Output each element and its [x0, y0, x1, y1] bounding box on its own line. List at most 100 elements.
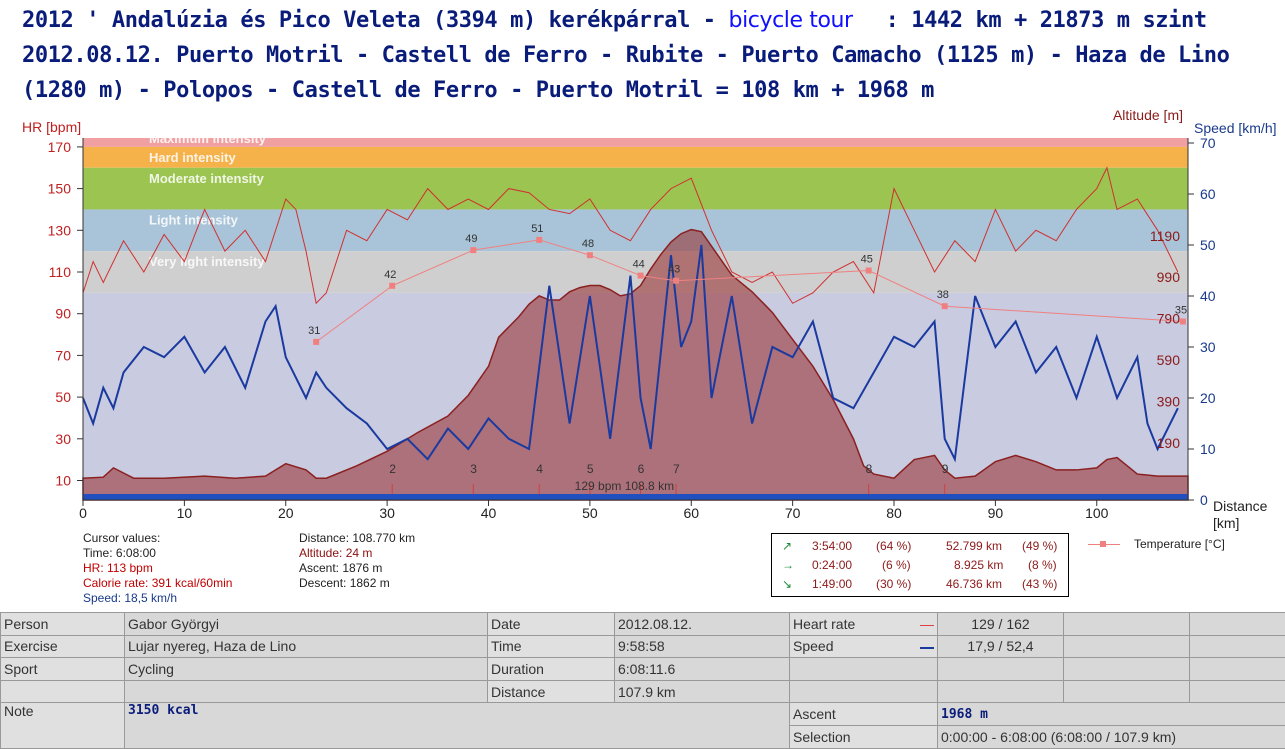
- ascent-value: 1968 m: [937, 702, 1285, 726]
- hr-tick-label: 30: [55, 431, 71, 447]
- hr-tick-label: 110: [49, 264, 72, 280]
- speed-tick-label: 30: [1200, 339, 1216, 355]
- summary-label: 129 bpm 108.8 km: [575, 479, 674, 493]
- hr-tick-label: 130: [48, 222, 72, 238]
- temperature-label: 43: [668, 264, 680, 276]
- selection-label: Selection: [789, 724, 938, 749]
- temperature-point: [470, 247, 477, 254]
- cursor-hr: HR: 113 bpm: [83, 561, 153, 575]
- cursor-time: Time: 6:08:00: [83, 546, 156, 560]
- exercise-label: Exercise: [0, 634, 125, 659]
- hr-tick-label: 50: [55, 389, 71, 405]
- altitude-tick-label: 190: [1157, 435, 1181, 451]
- stats-dpct: (49 %): [1022, 539, 1058, 553]
- temperature-point: [865, 267, 872, 274]
- zone-band: [83, 251, 1188, 293]
- x-tick-label: 40: [481, 505, 497, 521]
- hr-tick-label: 150: [48, 181, 72, 197]
- lap-marker-label: 9: [942, 462, 949, 476]
- temperature-point: [1179, 318, 1186, 325]
- stats-row-down: ↘ 1:49:00 (30 %) 46.736 km (43 %): [772, 575, 1068, 594]
- title-line-3: (1280 m) - Polopos - Castell de Ferro - …: [22, 78, 935, 103]
- cursor-header: Cursor values:: [83, 531, 161, 545]
- lap-marker-label: 4: [536, 462, 543, 476]
- x-tick-label: 90: [988, 505, 1004, 521]
- cursor-calorie: Calorie rate: 391 kcal/60min: [83, 576, 233, 590]
- lap-marker-label: 8: [866, 462, 873, 476]
- workout-chart[interactable]: Maximum intensity Hard intensity Moderate …: [0, 108, 1285, 533]
- zone-band: [83, 138, 1188, 147]
- stats-row-flat: → 0:24:00 (6 %) 8.925 km (8 %): [772, 556, 1068, 575]
- x-tick-label: 50: [582, 505, 598, 521]
- x-tick-label: 0: [79, 505, 87, 521]
- temperature-label: 31: [308, 325, 320, 337]
- altitude-axis-title: Altitude [m]: [1113, 108, 1183, 123]
- lap-marker-label: 5: [587, 462, 594, 476]
- x-axis-title: Distance: [1213, 498, 1268, 514]
- hr-line-icon: [920, 624, 934, 626]
- temperature-legend-icon: [1088, 541, 1120, 548]
- heart-rate-value: 129 / 162: [937, 612, 1064, 636]
- speed-tick-label: 60: [1200, 186, 1216, 202]
- zone-band: [83, 167, 1188, 210]
- stats-dist: 8.925 km: [954, 558, 1004, 572]
- temperature-label: 49: [465, 233, 477, 245]
- altitude-tick-label: 790: [1157, 311, 1181, 327]
- x-tick-label: 20: [278, 505, 294, 521]
- sport-value: Cycling: [124, 657, 488, 681]
- temperature-point: [586, 252, 593, 259]
- speed-axis-title: Speed [km/h]: [1194, 120, 1277, 136]
- stats-dist: 46.736 km: [946, 577, 1003, 591]
- cursor-altitude: Altitude: 24 m: [299, 546, 373, 560]
- temperature-point: [313, 338, 320, 345]
- cursor-speed: Speed: 18,5 km/h: [83, 591, 178, 605]
- stats-pct: (6 %): [882, 558, 911, 572]
- stats-time: 1:49:00: [812, 577, 853, 591]
- stats-dist: 52.799 km: [946, 539, 1003, 553]
- distance-value: 107.9 km: [614, 679, 790, 704]
- speed-tick-label: 70: [1200, 135, 1216, 151]
- temperature-label: 35: [1175, 305, 1187, 317]
- cursor-descent: Descent: 1862 m: [299, 576, 390, 590]
- stats-row-up: ↗ 3:54:00 (64 %) 52.799 km (49 %): [772, 537, 1068, 556]
- exercise-info-table: Person Gabor Györgyi Date 2012.08.12. He…: [0, 612, 1285, 749]
- hr-axis-title: HR [bpm]: [22, 119, 81, 135]
- date-value: 2012.08.12.: [614, 612, 790, 636]
- empty-cell: [1063, 634, 1190, 659]
- baseline-bar: [83, 494, 1188, 500]
- cursor-ascent: Ascent: 1876 m: [299, 561, 383, 575]
- duration-value: 6:08:11.6: [614, 657, 790, 681]
- empty-cell: [1189, 657, 1285, 681]
- hr-tick-label: 90: [55, 306, 71, 322]
- title-bicycle-tour: bicycle tour: [728, 8, 854, 33]
- lap-marker-label: 6: [638, 462, 645, 476]
- speed-value: 17,9 / 52,4: [937, 634, 1064, 659]
- lap-marker-label: 2: [389, 462, 396, 476]
- x-tick-label: 30: [379, 505, 395, 521]
- title-line-2: 2012.08.12. Puerto Motril - Castell de F…: [22, 43, 1230, 68]
- zone-label: Hard intensity: [149, 150, 236, 165]
- stats-pct: (64 %): [876, 539, 912, 553]
- speed-line-icon: [920, 647, 934, 650]
- stats-dpct: (8 %): [1028, 558, 1057, 572]
- empty-cell: [1189, 612, 1285, 636]
- stats-time: 0:24:00: [812, 558, 853, 572]
- person-label: Person: [0, 612, 125, 636]
- date-label: Date: [487, 612, 615, 636]
- zone-label: Moderate intensity: [149, 171, 265, 186]
- note-label: Note: [0, 702, 125, 749]
- selection-value: 0:00:00 - 6:08:00 (6:08:00 / 107.9 km): [937, 724, 1285, 749]
- empty-cell: [124, 679, 488, 704]
- altitude-tick-label: 390: [1157, 394, 1181, 410]
- chart-legend: Temperature [°C]: [1088, 537, 1225, 551]
- empty-cell: [1189, 634, 1285, 659]
- climb-stats-box: ↗ 3:54:00 (64 %) 52.799 km (49 %) → 0:24…: [771, 533, 1069, 597]
- heart-rate-label: Heart rate: [789, 612, 938, 636]
- empty-cell: [937, 679, 1064, 704]
- altitude-tick-label: 1190: [1150, 228, 1180, 244]
- speed-tick-label: 50: [1200, 237, 1216, 253]
- temperature-label: 44: [633, 259, 645, 271]
- temperature-point: [941, 303, 948, 310]
- x-tick-label: 10: [177, 505, 193, 521]
- altitude-area: [82, 228, 1189, 501]
